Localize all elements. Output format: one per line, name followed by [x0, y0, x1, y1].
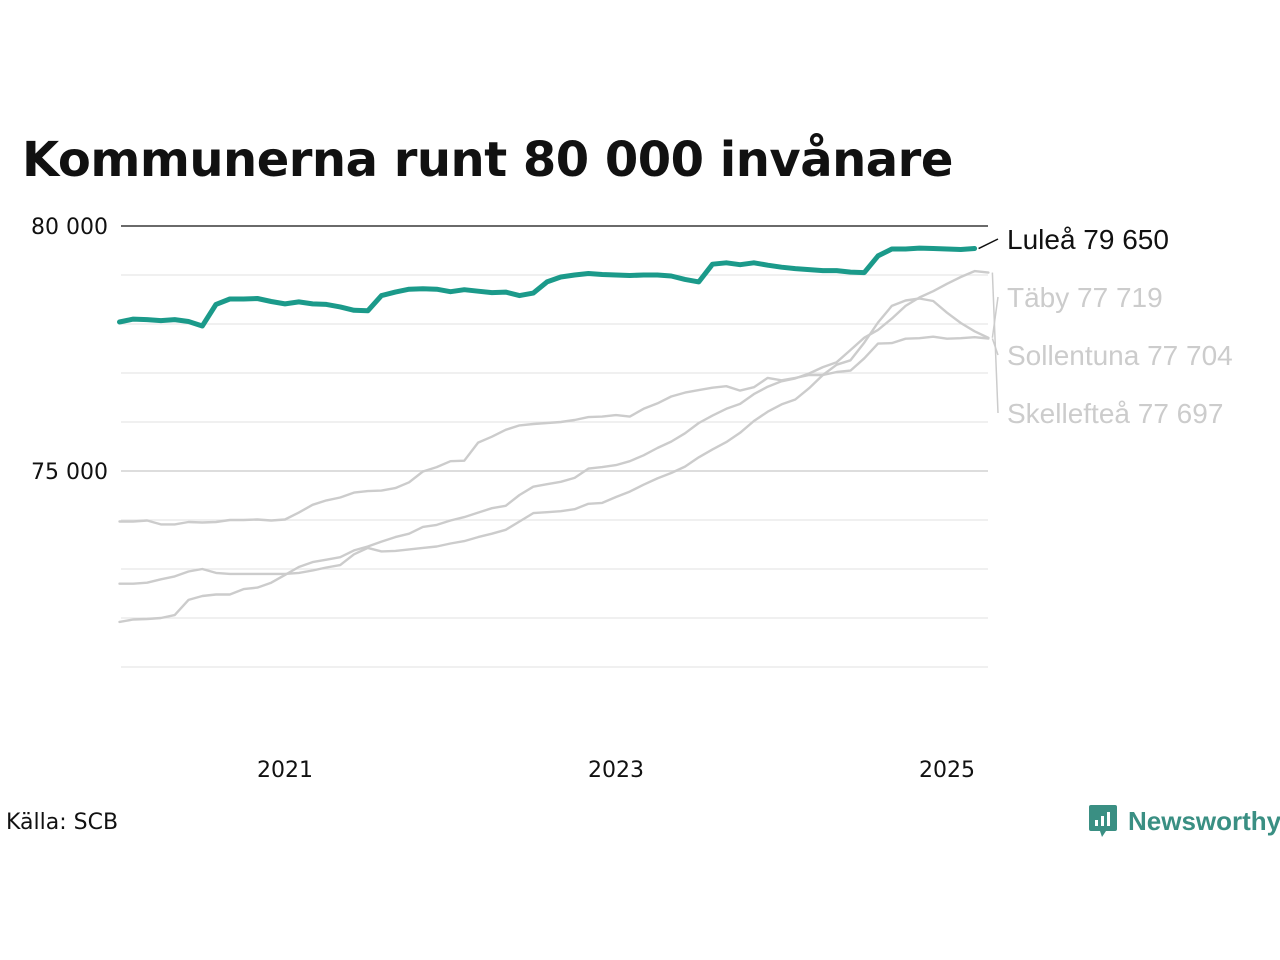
series-line-lule [117, 245, 978, 329]
x-tick-label-2021: 2021 [257, 758, 313, 783]
label-connectors [978, 238, 999, 414]
label-connector-taby [991, 296, 999, 338]
end-labels: Luleå 79 650 Täby 77 719 Sollentuna 77 704… [1007, 224, 1233, 429]
end-label-skelleftea: Skellefteå 77 697 [1007, 398, 1223, 429]
brand-logo: Newsworthy [1088, 803, 1280, 839]
x-tick-label-2025: 2025 [919, 758, 975, 783]
gridlines [121, 225, 988, 668]
end-label-taby: Täby 77 719 [1007, 282, 1163, 313]
x-tick-label-2023: 2023 [588, 758, 644, 783]
label-connector-skelleftea [991, 272, 999, 414]
y-tick-label-75000: 75 000 [31, 460, 108, 485]
y-axis-ticks: 80 000 75 000 [31, 215, 108, 485]
end-label-sollentuna: Sollentuna 77 704 [1007, 340, 1233, 371]
series-line-tby [118, 297, 990, 585]
label-connector-lulea [978, 238, 999, 250]
source-note: Källa: SCB [6, 810, 119, 835]
newsworthy-logo-icon [1089, 805, 1117, 837]
brand-name: Newsworthy [1128, 805, 1280, 836]
series-lines [117, 245, 990, 624]
series-line-skellefte [118, 269, 990, 624]
x-axis-ticks: 2021 2023 2025 [257, 758, 975, 783]
end-label-lulea: Luleå 79 650 [1007, 224, 1169, 255]
y-tick-label-80000: 80 000 [31, 215, 108, 240]
series-line-sollentuna [118, 335, 990, 526]
chart-title: Kommunerna runt 80 000 invånare [22, 132, 953, 188]
